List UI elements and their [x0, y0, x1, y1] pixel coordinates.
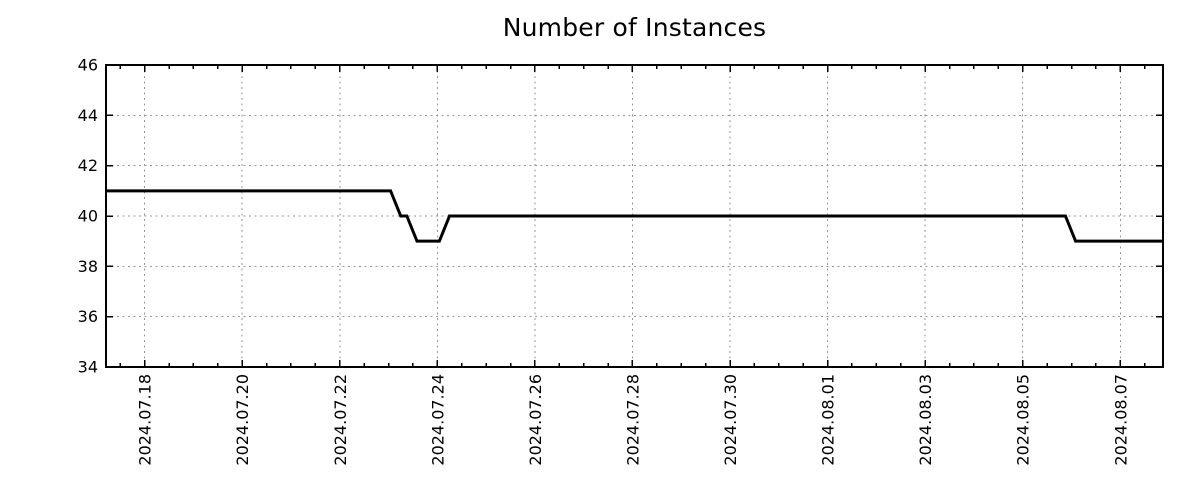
- x-tick-label: 2024.08.05: [1014, 374, 1033, 466]
- x-tick-label: 2024.08.03: [916, 374, 935, 466]
- y-tick-label: 42: [78, 156, 98, 175]
- y-tick-label: 36: [78, 307, 98, 326]
- x-tick-label: 2024.08.01: [819, 374, 838, 466]
- y-tick-label: 34: [78, 358, 98, 377]
- y-tick-label: 38: [78, 257, 98, 276]
- chart-title: Number of Instances: [502, 13, 767, 42]
- x-tick-label: 2024.07.20: [233, 374, 252, 466]
- y-tick-label: 46: [78, 56, 98, 75]
- x-tick-label: 2024.07.18: [136, 374, 155, 466]
- x-tick-label: 2024.07.26: [526, 374, 545, 466]
- y-tick-label: 44: [78, 106, 98, 125]
- x-tick-label: 2024.07.24: [428, 374, 447, 466]
- data-line: [106, 189, 1163, 243]
- plot-border: [105, 64, 1164, 368]
- x-tick-label: 2024.08.07: [1111, 374, 1130, 466]
- x-tick-label: 2024.07.22: [331, 374, 350, 466]
- x-tick-label: 2024.07.30: [721, 374, 740, 466]
- y-tick-label: 40: [78, 207, 98, 226]
- x-tick-label: 2024.07.28: [623, 374, 642, 466]
